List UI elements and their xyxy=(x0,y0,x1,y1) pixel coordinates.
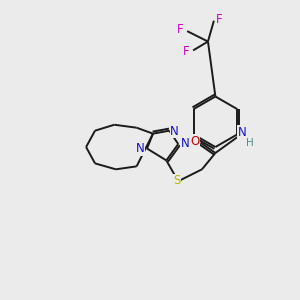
Text: N: N xyxy=(136,142,145,155)
Text: F: F xyxy=(216,13,223,26)
Text: N: N xyxy=(238,126,247,139)
Text: N: N xyxy=(170,125,179,138)
Text: S: S xyxy=(173,174,180,187)
Text: F: F xyxy=(183,44,190,58)
Text: O: O xyxy=(190,135,200,148)
Text: H: H xyxy=(246,138,254,148)
Text: N: N xyxy=(180,137,189,150)
Text: F: F xyxy=(177,23,184,36)
